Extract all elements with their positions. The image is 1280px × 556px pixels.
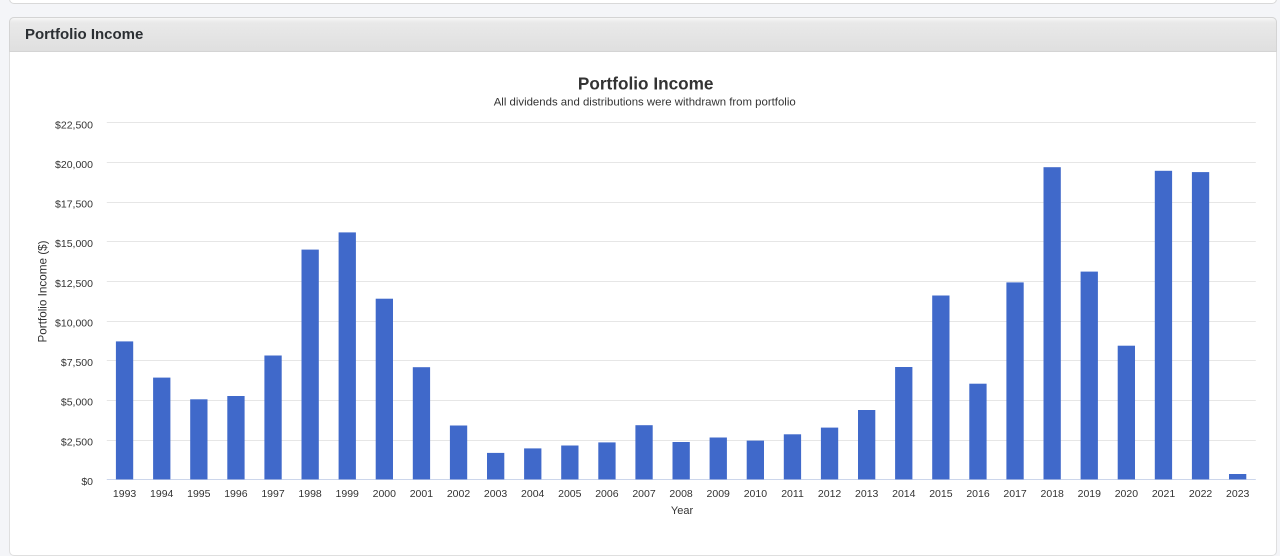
svg-text:1995: 1995 bbox=[187, 488, 211, 500]
svg-text:Portfolio Income: Portfolio Income bbox=[578, 74, 714, 94]
svg-text:2022: 2022 bbox=[1189, 488, 1213, 500]
svg-text:2000: 2000 bbox=[373, 488, 397, 500]
svg-text:2002: 2002 bbox=[447, 488, 471, 500]
svg-text:$5,000: $5,000 bbox=[61, 397, 93, 409]
svg-text:$12,500: $12,500 bbox=[55, 278, 93, 290]
svg-text:2021: 2021 bbox=[1152, 488, 1176, 500]
svg-text:$17,500: $17,500 bbox=[55, 199, 93, 211]
svg-text:2006: 2006 bbox=[595, 488, 619, 500]
svg-text:2018: 2018 bbox=[1041, 488, 1065, 500]
svg-text:2023: 2023 bbox=[1226, 488, 1250, 500]
svg-text:$20,000: $20,000 bbox=[55, 159, 93, 171]
svg-text:2007: 2007 bbox=[632, 488, 656, 500]
svg-text:1999: 1999 bbox=[336, 488, 360, 500]
svg-text:2001: 2001 bbox=[410, 488, 434, 500]
svg-text:2010: 2010 bbox=[744, 488, 768, 500]
svg-text:Portfolio Income ($): Portfolio Income ($) bbox=[37, 240, 50, 342]
svg-text:$22,500: $22,500 bbox=[55, 119, 93, 131]
svg-text:2014: 2014 bbox=[892, 488, 916, 500]
svg-text:1996: 1996 bbox=[224, 488, 248, 500]
svg-text:1997: 1997 bbox=[261, 488, 285, 500]
svg-text:All dividends and distribution: All dividends and distributions were wit… bbox=[494, 96, 796, 108]
svg-text:2015: 2015 bbox=[929, 488, 953, 500]
svg-text:$10,000: $10,000 bbox=[55, 318, 93, 330]
svg-text:$7,500: $7,500 bbox=[61, 357, 93, 369]
svg-text:2020: 2020 bbox=[1115, 488, 1139, 500]
svg-text:2019: 2019 bbox=[1078, 488, 1102, 500]
svg-text:2013: 2013 bbox=[855, 488, 879, 500]
svg-text:2008: 2008 bbox=[669, 488, 693, 500]
svg-text:$2,500: $2,500 bbox=[61, 436, 93, 448]
svg-text:$15,000: $15,000 bbox=[55, 238, 93, 250]
svg-text:$0: $0 bbox=[81, 476, 93, 488]
svg-text:2005: 2005 bbox=[558, 488, 582, 500]
svg-text:1993: 1993 bbox=[113, 488, 137, 500]
svg-text:2004: 2004 bbox=[521, 488, 545, 500]
svg-text:2017: 2017 bbox=[1003, 488, 1027, 500]
svg-text:Year: Year bbox=[671, 505, 694, 517]
svg-text:2012: 2012 bbox=[818, 488, 842, 500]
svg-text:2009: 2009 bbox=[707, 488, 731, 500]
svg-text:2003: 2003 bbox=[484, 488, 508, 500]
svg-text:1998: 1998 bbox=[298, 488, 322, 500]
svg-text:1994: 1994 bbox=[150, 488, 174, 500]
svg-text:2016: 2016 bbox=[966, 488, 990, 500]
svg-text:2011: 2011 bbox=[781, 488, 804, 500]
